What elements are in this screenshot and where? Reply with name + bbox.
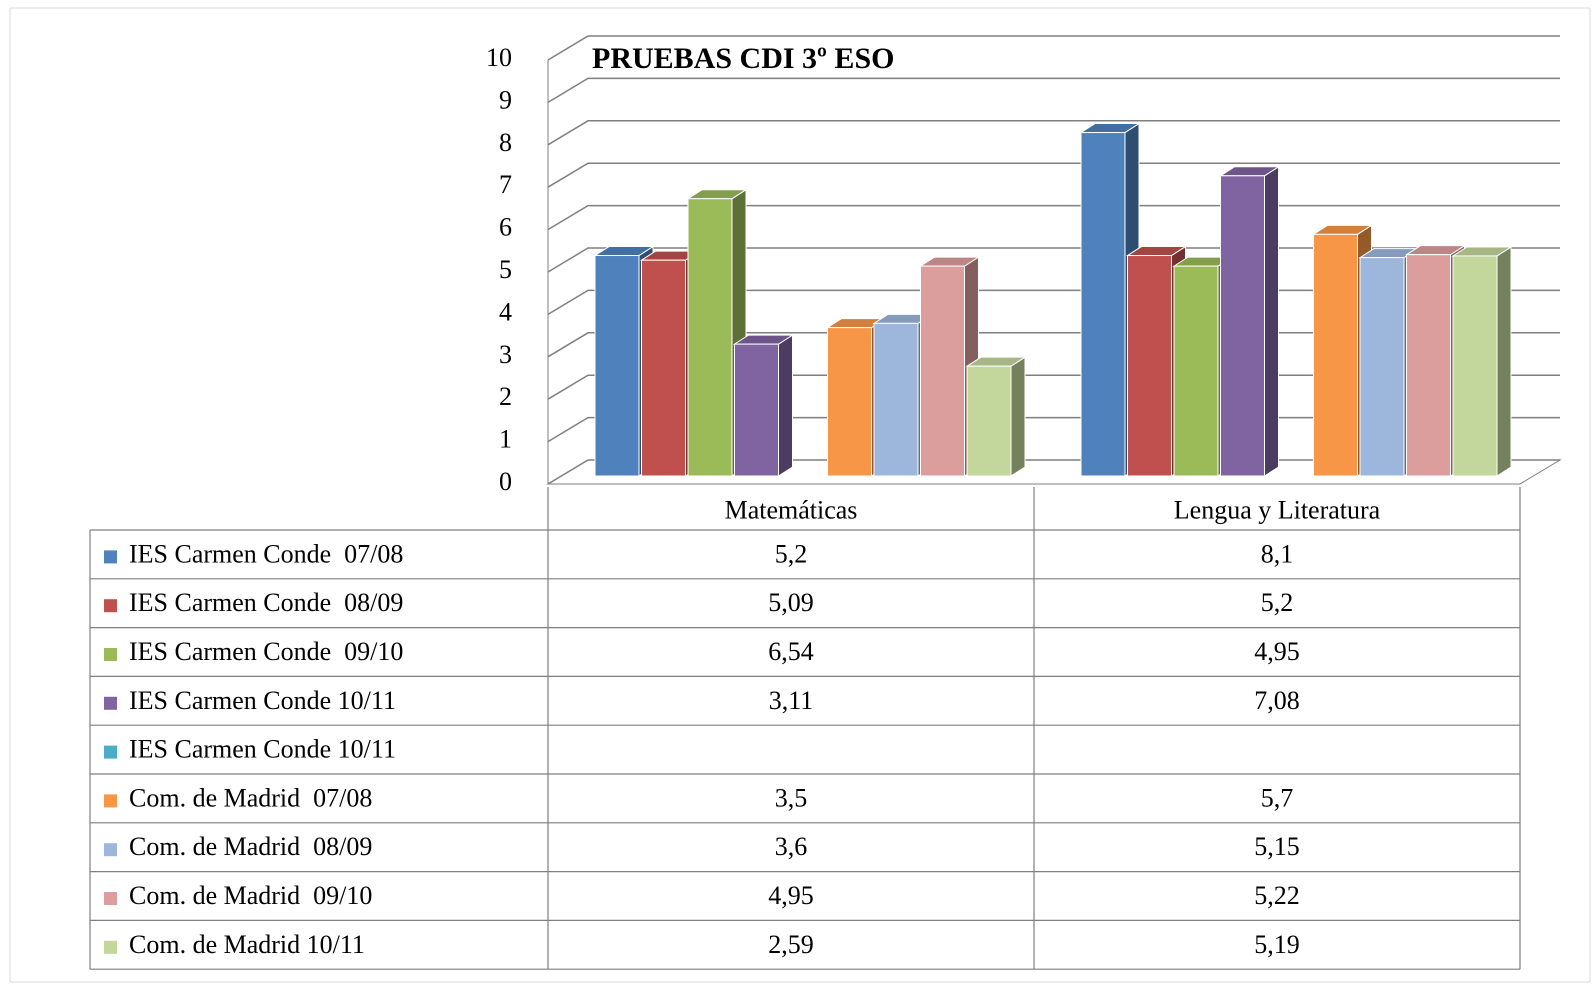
x-tick-label: Matemáticas — [725, 495, 858, 524]
bar — [734, 343, 779, 477]
bar-side — [778, 334, 793, 477]
chart-border — [9, 7, 1591, 983]
table-value: 5,15 — [1254, 832, 1300, 861]
y-tick-label: 4 — [499, 297, 512, 326]
bar-side — [1010, 356, 1026, 477]
y-tick-label: 7 — [499, 170, 512, 199]
legend-label: Com. de Madrid 08/09 — [129, 832, 372, 861]
legend-swatch — [104, 599, 117, 613]
table-value: 5,22 — [1254, 881, 1300, 910]
legend-swatch — [104, 696, 117, 710]
bar — [1359, 257, 1405, 477]
y-tick-label: 5 — [499, 255, 512, 284]
legend-swatch — [104, 794, 117, 808]
table-value: 5,2 — [775, 539, 808, 568]
grid-line — [547, 120, 1560, 146]
bar — [1173, 265, 1219, 477]
legend-swatch — [104, 550, 117, 564]
chart-title: PRUEBAS CDI 3º ESO — [592, 42, 894, 75]
legend-swatch — [104, 892, 117, 905]
bar — [827, 327, 872, 477]
bar-side — [1496, 246, 1512, 477]
table-value: 3,5 — [775, 783, 808, 812]
table-value: 5,7 — [1261, 783, 1294, 812]
legend-label: IES Carmen Conde 07/08 — [129, 539, 403, 568]
legend-swatch — [104, 843, 117, 857]
bar — [1080, 132, 1126, 477]
legend-label: Com. de Madrid 07/08 — [129, 783, 372, 812]
table-value: 7,08 — [1254, 686, 1300, 715]
y-tick-label: 6 — [499, 213, 512, 242]
legend-swatch — [104, 648, 117, 661]
table-value: 3,11 — [769, 686, 814, 715]
y-tick-label: 3 — [499, 340, 512, 369]
legend-swatch — [104, 940, 117, 954]
bar — [641, 259, 686, 477]
legend-label: IES Carmen Conde 10/11 — [129, 735, 396, 764]
bar — [966, 365, 1012, 477]
table-value: 8,1 — [1261, 539, 1294, 568]
bar — [920, 265, 965, 477]
table-value: 3,6 — [775, 832, 808, 861]
legend-label: Com. de Madrid 10/11 — [129, 930, 365, 959]
legend-swatch — [104, 745, 117, 759]
x-tick-label: Lengua y Literatura — [1174, 495, 1381, 524]
table-value: 4,95 — [768, 881, 814, 910]
bar — [1313, 233, 1358, 477]
y-tick-label: 8 — [499, 128, 512, 157]
grid-line — [547, 35, 1560, 61]
table-value: 5,19 — [1254, 930, 1300, 959]
bar — [1127, 255, 1172, 477]
table-value: 2,59 — [768, 930, 814, 959]
bar — [873, 322, 919, 477]
grid-line — [547, 162, 1560, 188]
table-value: 5,09 — [768, 588, 814, 617]
bar — [1452, 255, 1498, 477]
grid-line — [547, 77, 1560, 104]
bar — [594, 255, 640, 477]
bar — [687, 198, 733, 477]
bar — [1406, 254, 1451, 477]
legend-label: IES Carmen Conde 09/10 — [129, 637, 403, 666]
legend-label: Com. de Madrid 09/10 — [129, 881, 372, 910]
y-tick-label: 0 — [499, 467, 512, 496]
y-tick-label: 1 — [499, 425, 512, 454]
legend-label: IES Carmen Conde 10/11 — [129, 686, 396, 715]
legend-label: IES Carmen Conde 08/09 — [129, 588, 403, 617]
y-tick-label: 2 — [499, 382, 512, 411]
table-value: 6,54 — [768, 637, 814, 666]
table-value: 4,95 — [1254, 637, 1300, 666]
bar — [1220, 175, 1265, 477]
bar-side — [1264, 165, 1279, 477]
table-value: 5,2 — [1261, 588, 1294, 617]
y-tick-label: 10 — [486, 43, 512, 72]
y-tick-label: 9 — [499, 85, 512, 114]
